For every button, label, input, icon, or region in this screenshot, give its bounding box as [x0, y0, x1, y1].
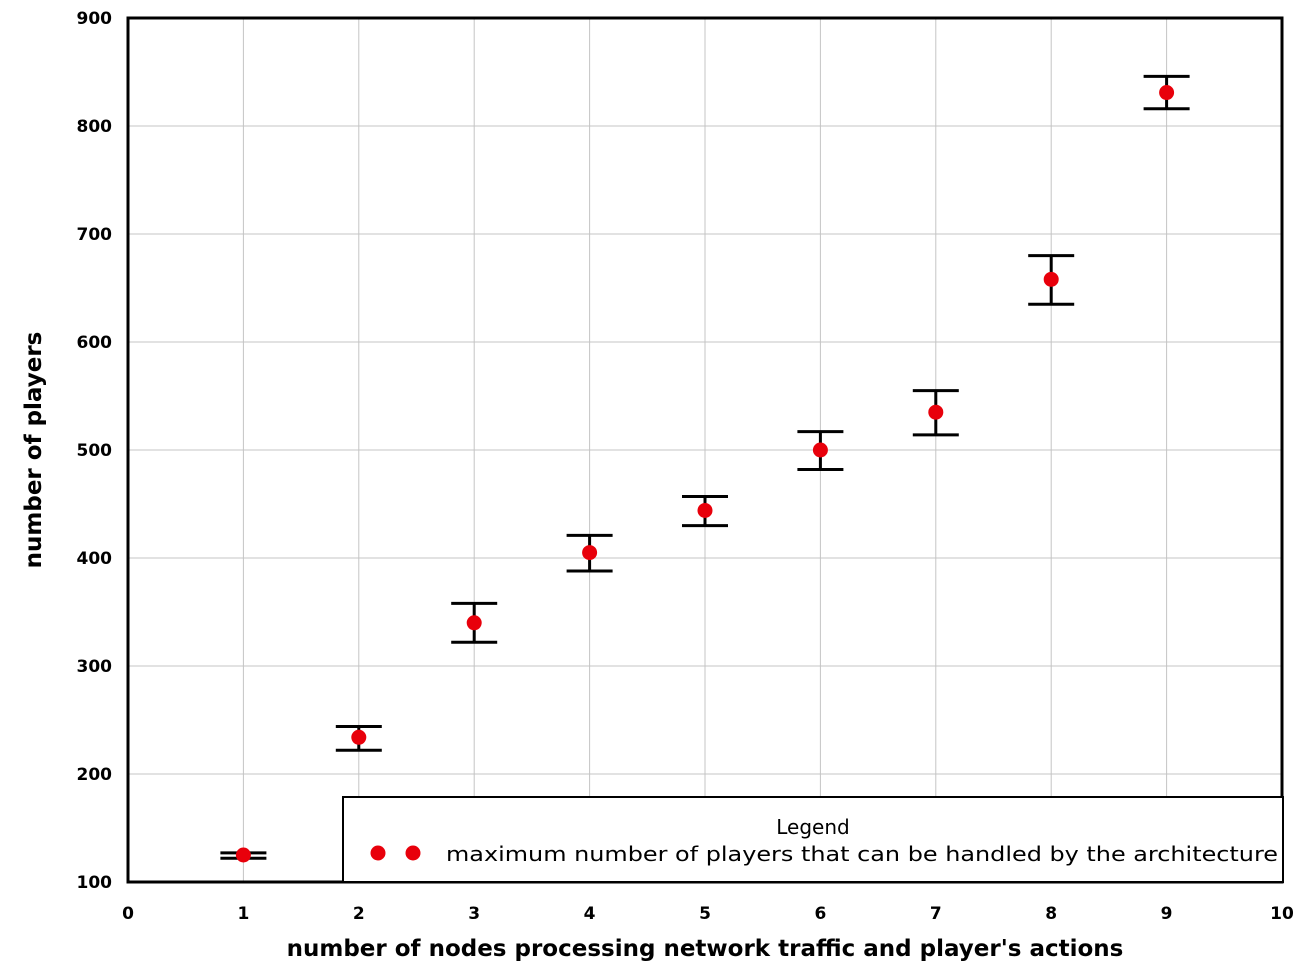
data-point: [1043, 271, 1059, 287]
legend-marker-1: [370, 845, 386, 861]
x-tick-label: 1: [237, 904, 249, 924]
y-tick-label: 900: [77, 9, 113, 29]
x-tick-label: 8: [1045, 904, 1057, 924]
x-tick-label: 3: [468, 904, 480, 924]
data-point: [1159, 85, 1175, 101]
legend-marker-2: [405, 845, 421, 861]
x-tick-label: 0: [122, 904, 134, 924]
y-tick-label: 600: [77, 333, 113, 353]
data-point: [351, 729, 367, 745]
legend-entry-label: maximum number of players that can be ha…: [446, 842, 1278, 866]
data-marks: [220, 74, 1190, 863]
x-tick-label: 10: [1270, 904, 1294, 924]
x-tick-label: 7: [930, 904, 942, 924]
y-tick-label: 400: [77, 549, 113, 569]
legend-box: [342, 796, 1284, 883]
y-tick-label: 800: [77, 117, 113, 137]
x-axis-title: number of nodes processing network traff…: [287, 936, 1124, 962]
data-point: [466, 615, 482, 631]
tick-labels: 0 1 2 3 4 5 6 7 8 9 10 100 200 300 400 500 600 700 800 900: [77, 9, 1294, 924]
y-tick-label: 100: [77, 873, 113, 893]
legend: Legend maximum number of players that ca…: [342, 796, 1284, 883]
x-tick-label: 4: [584, 904, 596, 924]
x-tick-label: 5: [699, 904, 711, 924]
y-tick-label: 200: [77, 765, 113, 785]
data-point: [928, 404, 944, 420]
x-tick-label: 6: [814, 904, 826, 924]
data-point: [812, 442, 828, 458]
data-point: [235, 847, 251, 863]
y-tick-label: 500: [77, 441, 113, 461]
y-tick-label: 300: [77, 657, 113, 677]
legend-title: Legend: [776, 815, 849, 839]
y-tick-label: 700: [77, 225, 113, 245]
data-point: [697, 502, 713, 518]
x-tick-label: 9: [1161, 904, 1173, 924]
y-axis-title: number of players: [21, 332, 47, 569]
data-point: [582, 545, 598, 561]
x-tick-label: 2: [353, 904, 365, 924]
